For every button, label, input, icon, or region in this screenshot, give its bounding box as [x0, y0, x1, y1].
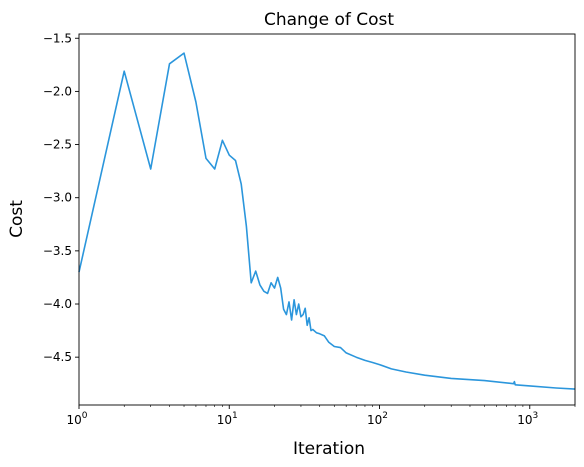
x-tick-label-3: 103 [517, 411, 538, 427]
y-axis-label: Cost [7, 200, 27, 238]
series-line-0 [78, 52, 576, 390]
y-tick-label-4: −3.5 [43, 244, 72, 258]
y-tick-label-5: −4.0 [43, 297, 72, 311]
y-tick-label-3: −3.0 [43, 191, 72, 205]
plot-area: −1.5 −2.0 −2.5 −3.0 −3.5 −4.0 −4.5 100 101 102 103 [43, 31, 576, 427]
x-tick-label-2: 102 [367, 411, 388, 427]
chart-title: Change of Cost [264, 10, 394, 30]
y-tick-label-1: −2.0 [43, 84, 72, 98]
y-tick-label-2: −2.5 [43, 138, 72, 152]
axes-frame [78, 33, 576, 406]
y-tick-label-0: −1.5 [43, 31, 72, 45]
x-tick-label-1: 101 [217, 411, 238, 427]
y-tick-label-6: −4.5 [43, 350, 72, 364]
x-axis-label: Iteration [293, 439, 365, 459]
x-tick-label-0: 100 [66, 411, 87, 427]
